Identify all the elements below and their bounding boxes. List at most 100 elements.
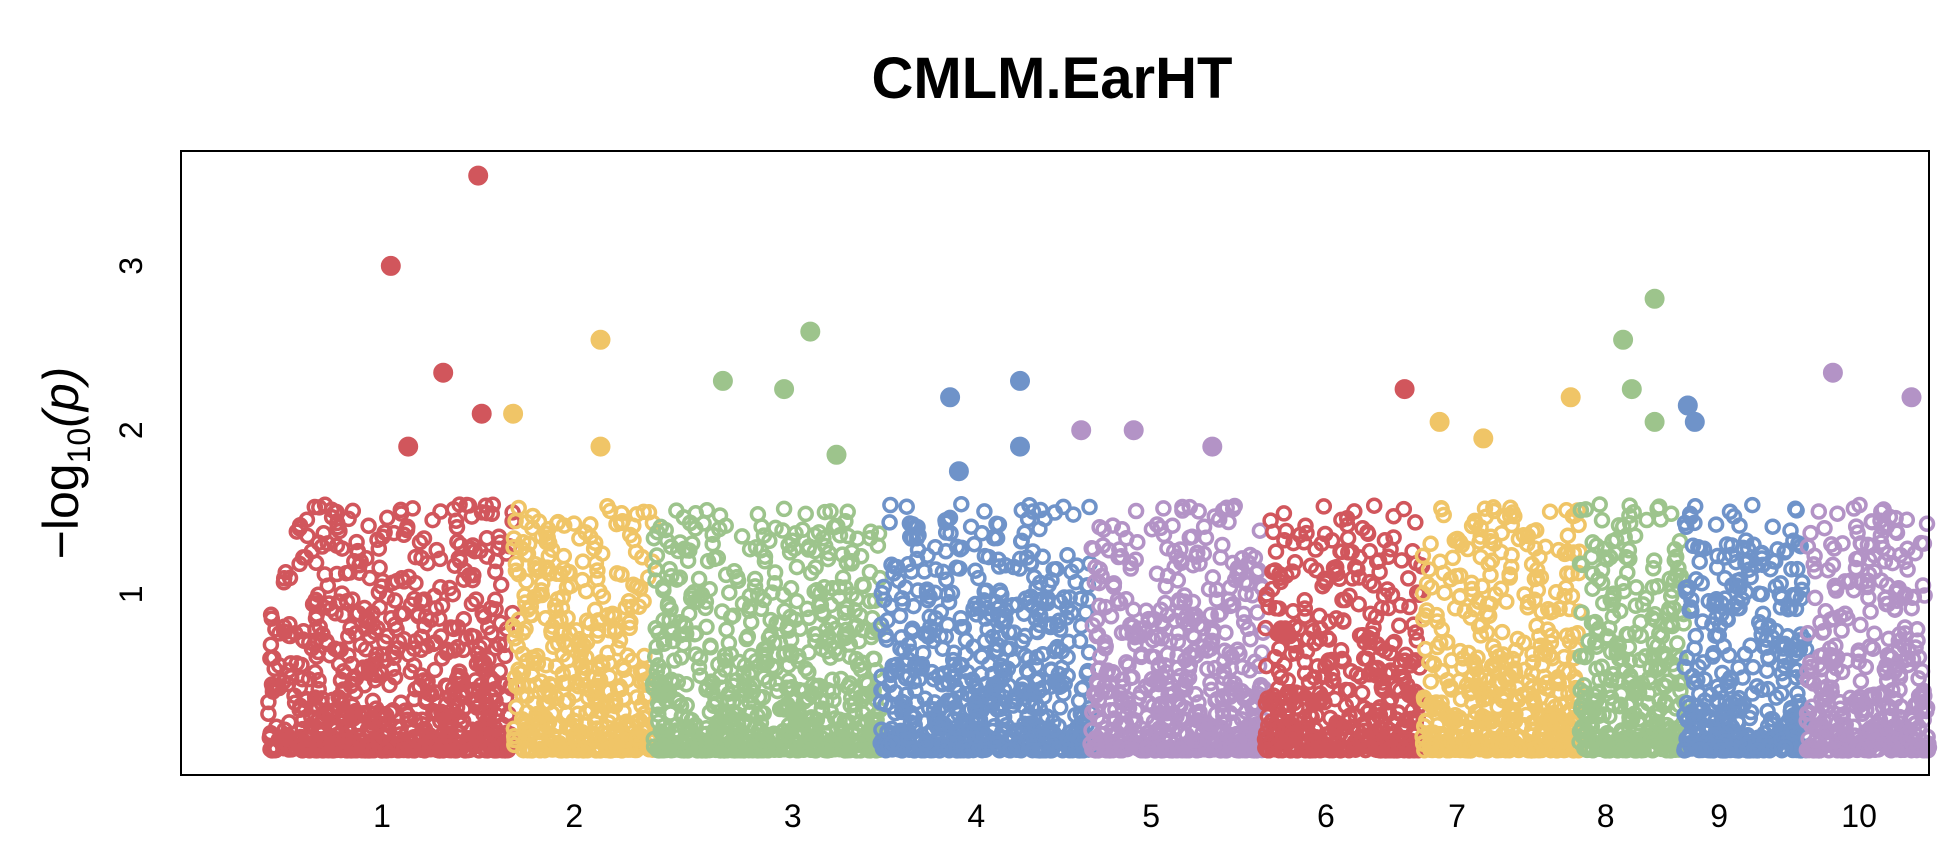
snp-point (625, 531, 642, 549)
snp-point (460, 730, 477, 747)
snp-point (624, 652, 641, 669)
snp-point (1235, 605, 1252, 623)
snp-point (1691, 553, 1708, 570)
snp-point (573, 658, 591, 675)
snp-point (1267, 543, 1285, 560)
snp-point (742, 613, 760, 631)
snp-point (337, 564, 355, 582)
snp-point (1444, 549, 1462, 567)
snp-point (377, 742, 394, 759)
snp-point (733, 695, 750, 712)
snp-point (587, 742, 605, 759)
snp-point (577, 677, 594, 695)
snp-point (1361, 543, 1379, 560)
snp-point (509, 676, 527, 693)
snp-point (270, 731, 288, 748)
snp-point (749, 506, 767, 523)
snp-point (374, 646, 392, 663)
snp-point (1339, 529, 1357, 547)
snp-point (717, 517, 734, 534)
snp-point (572, 639, 590, 657)
snp-point (822, 503, 839, 520)
snp-point (628, 729, 646, 747)
snp-point (427, 600, 445, 617)
snp-point (722, 646, 740, 663)
snp-point (364, 692, 382, 710)
snp-point (415, 672, 433, 689)
snp-point (307, 554, 325, 572)
snp-point (625, 576, 642, 594)
snp-point (306, 498, 324, 516)
snp-point (520, 677, 537, 695)
snp-point (507, 562, 525, 580)
snp-point (561, 624, 579, 642)
snp-point (438, 641, 456, 659)
snp-point (650, 698, 667, 716)
snp-point (1764, 518, 1781, 535)
snp-point (654, 578, 672, 596)
snp-point (296, 741, 314, 759)
snp-point (1810, 503, 1828, 520)
snp-point (399, 518, 416, 536)
snp-point (712, 712, 729, 729)
snp-point (678, 542, 696, 559)
snp-point (1365, 497, 1383, 514)
snp-point (606, 697, 624, 715)
snp-point (733, 528, 751, 545)
snp-point (491, 662, 508, 680)
snp-point (698, 618, 715, 636)
snp-point (417, 691, 435, 708)
snp-point (371, 599, 388, 616)
snp-point (281, 569, 299, 587)
snp-point (953, 495, 970, 513)
snp-point (352, 636, 370, 654)
snp-point (263, 610, 281, 627)
snp-point (1829, 505, 1846, 522)
snp-point (658, 532, 676, 550)
snp-point (651, 679, 669, 696)
snp-point (839, 527, 857, 545)
snp-point (628, 738, 646, 756)
snp-point (449, 639, 466, 656)
snp-point (435, 707, 453, 725)
snp-point (549, 591, 566, 608)
snp-point (1541, 503, 1559, 520)
snp-point (313, 690, 330, 707)
snp-point (537, 561, 555, 578)
snp-point (589, 562, 606, 579)
snp-point (606, 624, 624, 641)
snp-point (499, 707, 516, 725)
snp-point (483, 505, 501, 523)
snp-point (556, 693, 574, 711)
snp-point (588, 720, 606, 737)
snp-point (479, 709, 497, 727)
snp-point (474, 686, 492, 704)
snp-point (730, 738, 747, 755)
snp-point (413, 549, 430, 567)
snp-point (721, 584, 738, 601)
snp-point (788, 558, 806, 576)
snp-point (1385, 507, 1402, 525)
snp-point (335, 683, 353, 700)
snp-point (513, 540, 530, 557)
snp-point (300, 670, 318, 688)
snp-point (316, 566, 334, 583)
snp-point (976, 503, 993, 520)
snp-point (1407, 514, 1424, 531)
snp-point (484, 496, 502, 513)
snp-point (736, 712, 753, 730)
snp-point (752, 542, 770, 559)
snp-point (395, 526, 413, 544)
snp-point (755, 705, 772, 722)
snp-point (962, 518, 980, 535)
snp-point (1862, 603, 1879, 620)
snp-point (1707, 516, 1725, 533)
snp-point (417, 608, 435, 625)
snp-point (519, 741, 536, 759)
snp-point (689, 591, 707, 609)
snp-point (577, 582, 595, 600)
snp-point (425, 635, 442, 653)
snp-point (538, 533, 555, 551)
snp-point (315, 709, 332, 726)
snp-point (441, 579, 458, 597)
